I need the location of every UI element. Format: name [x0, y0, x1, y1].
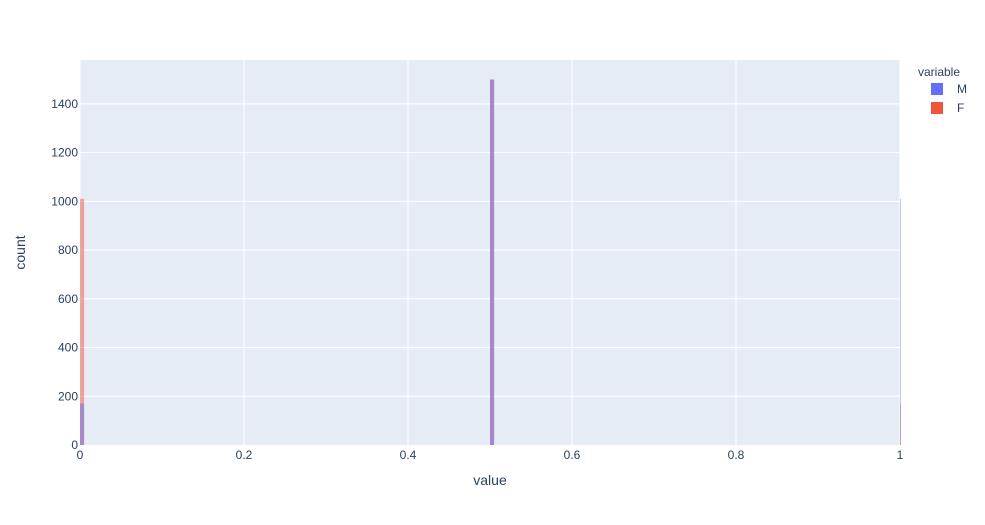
- bar-F: [80, 198, 85, 445]
- bars: [80, 79, 901, 446]
- y-tick-label: 0: [71, 438, 78, 452]
- x-tick-label: 0.2: [236, 448, 253, 462]
- y-tick-label: 1400: [51, 97, 78, 111]
- x-tick-label: 0.4: [400, 448, 417, 462]
- y-tick-label: 800: [58, 243, 78, 257]
- legend-items[interactable]: MF: [931, 82, 967, 115]
- legend[interactable]: variable MF: [918, 65, 967, 115]
- bar-M: [80, 403, 85, 445]
- legend-label-M[interactable]: M: [957, 82, 967, 96]
- y-axis-ticks: 0 200 400 600 800 1000 1200 1400: [51, 97, 78, 452]
- x-tick-label: 1: [897, 448, 904, 462]
- legend-swatch-M[interactable]: [931, 83, 943, 95]
- y-tick-label: 1200: [51, 146, 78, 160]
- bar-M: [900, 198, 901, 445]
- y-tick-label: 1000: [51, 194, 78, 208]
- x-tick-label: 0.8: [728, 448, 745, 462]
- x-tick-label: 0.6: [564, 448, 581, 462]
- y-axis-title: count: [12, 235, 28, 269]
- x-tick-label: 0: [77, 448, 84, 462]
- x-axis-ticks: 0 0.2 0.4 0.6 0.8 1: [77, 448, 904, 462]
- x-axis-title: value: [473, 472, 507, 488]
- y-tick-label: 600: [58, 292, 78, 306]
- y-tick-label: 200: [58, 389, 78, 403]
- legend-swatch-F[interactable]: [931, 102, 943, 114]
- legend-label-F[interactable]: F: [957, 101, 964, 115]
- legend-title: variable: [918, 65, 960, 79]
- y-tick-label: 400: [58, 341, 78, 355]
- bar-M: [490, 79, 495, 446]
